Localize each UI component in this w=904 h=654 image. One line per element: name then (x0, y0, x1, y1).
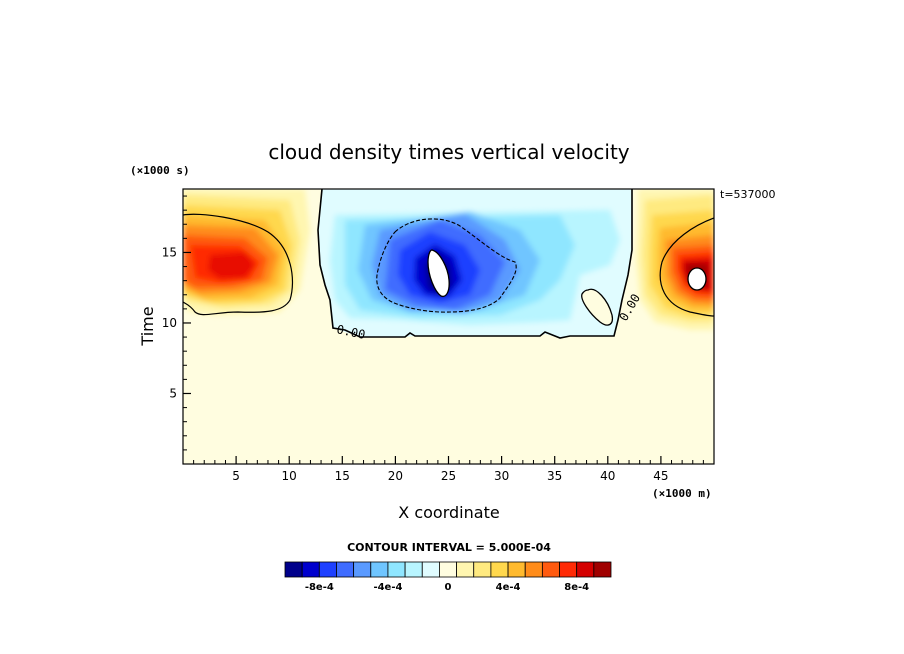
x-tick-label: 25 (441, 469, 456, 483)
colorbar-swatch (541, 561, 560, 578)
chart-title: cloud density times vertical velocity (268, 140, 629, 164)
colorbar-label: 4e-4 (496, 582, 521, 593)
negative-dashed-contour (376, 218, 517, 313)
colorbar-label: -4e-4 (373, 582, 402, 593)
y-tick-label: 10 (162, 316, 177, 330)
colorbar-swatch (370, 561, 389, 578)
colorbar-swatch (387, 561, 406, 578)
negative-field (330, 210, 620, 325)
plot-area: 0.00 0.00 (182, 188, 715, 465)
colorbar-swatch (593, 561, 612, 578)
colorbar-label: -8e-4 (305, 582, 334, 593)
y-axis-title: Time (138, 306, 157, 346)
x-tick-label: 40 (600, 469, 615, 483)
y-axis: 5 10 15 (162, 195, 191, 451)
left-contour-line (183, 213, 294, 316)
colorbar-swatch (439, 561, 457, 578)
x-axis-title: X coordinate (398, 503, 499, 522)
zero-contour-line (317, 189, 633, 339)
x-tick-label: 35 (547, 469, 562, 483)
colorbar (284, 561, 612, 578)
colorbar-swatch (524, 561, 543, 578)
y-tick-label: 15 (162, 245, 177, 259)
small-closed-contour (581, 288, 614, 326)
contour-label-left: 0.00 (335, 322, 366, 342)
x-tick-label: 10 (282, 469, 297, 483)
colorbar-swatch (318, 561, 337, 578)
x-tick-label: 5 (232, 469, 240, 483)
colorbar-swatch (301, 561, 320, 578)
right-contour-line (659, 217, 714, 317)
colorbar-swatch (284, 561, 303, 578)
x-tick-label: 15 (335, 469, 350, 483)
colorbar-swatch (421, 561, 440, 578)
colorbar-label: 0 (445, 582, 452, 593)
colorbar-swatch (507, 561, 526, 578)
colorbar-swatch (456, 561, 475, 578)
colorbar-swatch (336, 561, 355, 578)
negative-core-hole (427, 249, 450, 298)
colorbar-labels: -8e-4 -4e-4 0 4e-4 8e-4 (305, 582, 589, 593)
y-unit-label: (×1000 s) (130, 164, 190, 177)
positive-field-right (636, 189, 714, 330)
colorbar-label: 8e-4 (564, 582, 589, 593)
positive-core-hole (687, 267, 707, 291)
x-unit-label: (×1000 m) (652, 487, 712, 500)
colorbar-swatch (473, 561, 492, 578)
time-stamp-label: t=537000 (720, 188, 776, 201)
colorbar-swatch (353, 561, 372, 578)
x-tick-label: 20 (388, 469, 403, 483)
colorbar-swatch (559, 561, 578, 578)
y-tick-label: 5 (169, 386, 177, 400)
x-tick-label: 45 (653, 469, 668, 483)
x-axis: 5 10 15 20 25 30 35 40 45 (193, 456, 704, 483)
contour-interval-label: CONTOUR INTERVAL = 5.000E-04 (347, 541, 551, 554)
colorbar-swatch (490, 561, 509, 578)
x-tick-label: 30 (494, 469, 509, 483)
colorbar-swatch (576, 561, 595, 578)
colorbar-swatch (404, 561, 423, 578)
